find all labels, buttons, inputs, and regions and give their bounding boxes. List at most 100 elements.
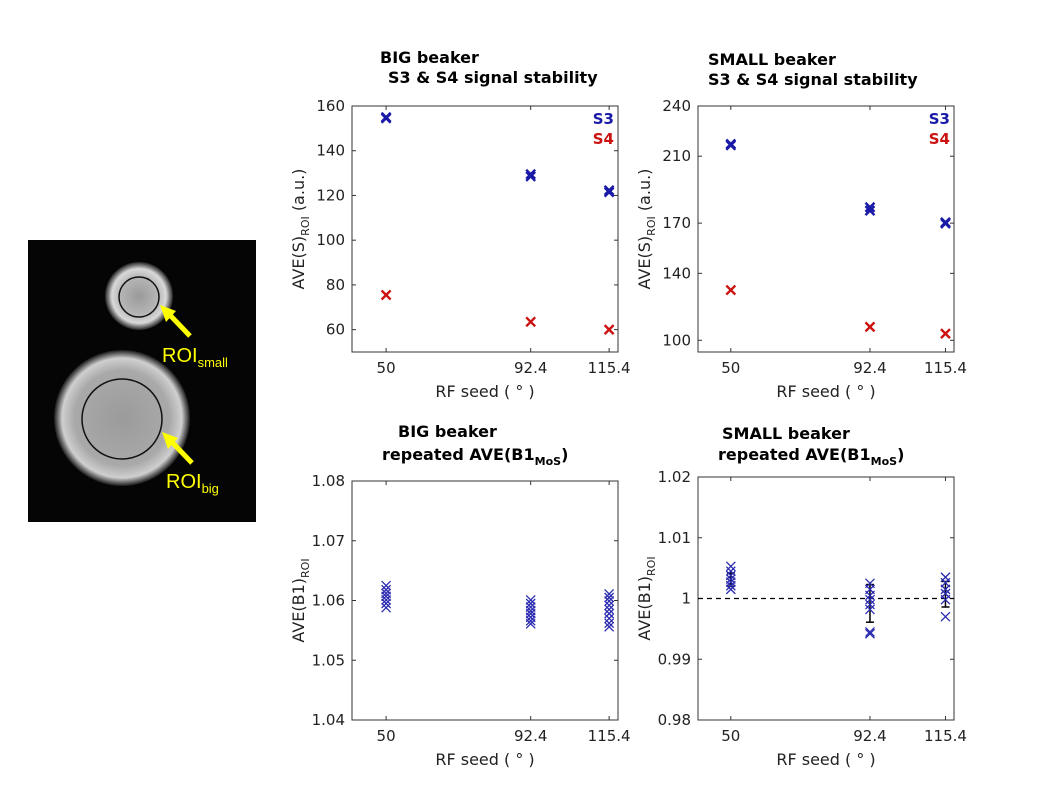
roi-small-label: ROIsmall [162, 345, 228, 370]
chart-big-b1: BIG beaker repeated AVE(B1MoS) 1.04 1.05 1.0… [289, 422, 631, 769]
x-tick-label: 115.4 [588, 359, 631, 377]
data-point-s4 [525, 316, 537, 328]
y-tick-label: 80 [326, 276, 345, 294]
data-point-b1 [381, 591, 392, 602]
chart-title-line1: SMALL beaker [722, 424, 850, 443]
y-tick-label: 1.07 [312, 532, 345, 550]
data-point-b1 [604, 618, 615, 629]
small-beaker [105, 262, 173, 330]
axes-box [351, 480, 619, 721]
y-tick-label: 60 [326, 321, 345, 339]
data-point-s3 [525, 168, 537, 180]
axes-box [697, 105, 955, 353]
y-axis-label: AVE(B1)ROI [289, 558, 312, 642]
data-point-s4 [864, 321, 876, 333]
x-tick-label: 92.4 [853, 727, 886, 745]
data-point-b1 [604, 621, 615, 632]
data-point-s3 [380, 111, 392, 123]
roi-big-arrowhead [162, 432, 178, 449]
x-tick-label: 50 [721, 359, 740, 377]
y-axis-label: AVE(B1)ROI [635, 556, 658, 640]
y-tick-label: 100 [662, 331, 691, 349]
data-point-b1 [865, 594, 875, 605]
data-point-s3 [725, 138, 737, 150]
y-tick-label: 240 [662, 97, 691, 115]
data-point-s3 [603, 186, 615, 198]
x-axis-label: RF seed ( ° ) [776, 750, 875, 769]
data-point-s4 [725, 284, 737, 296]
data-point-b1 [525, 594, 536, 605]
data-point-b1 [725, 580, 736, 591]
data-point-b1 [604, 596, 615, 607]
big-beaker [54, 350, 190, 486]
y-tick-label: 1.05 [312, 651, 345, 669]
x-axis-label: RF seed ( ° ) [776, 382, 875, 401]
data-point-s4 [380, 289, 392, 301]
data-point-s4 [603, 324, 615, 335]
chart-title-line2: S3 & S4 signal stability [388, 68, 598, 87]
legend-s4: S4 [929, 130, 950, 148]
y-axis-label: AVE(S)ROI (a.u.) [635, 169, 658, 290]
data-point-b1 [381, 602, 392, 613]
x-axis-label: RF seed ( ° ) [435, 750, 534, 769]
data-point-b1 [604, 608, 615, 619]
y-axis-label: AVE(S)ROI (a.u.) [289, 169, 312, 290]
x-tick-label: 50 [377, 359, 396, 377]
y-tick-label: 1.04 [312, 711, 345, 729]
data-point-b1 [865, 628, 875, 639]
data-point-b1 [940, 594, 951, 605]
roi-big-label: ROIbig [166, 471, 219, 496]
data-point-b1 [865, 604, 875, 615]
axes-box [351, 105, 619, 353]
y-tick-label: 1.02 [658, 468, 691, 486]
data-point-b1 [604, 604, 615, 615]
data-point-b1 [525, 615, 536, 626]
y-tick-label: 140 [662, 264, 691, 282]
data-point-b1 [725, 561, 736, 572]
y-tick-label: 120 [316, 186, 345, 204]
data-point-b1 [725, 577, 736, 588]
legend-s4: S4 [593, 130, 614, 148]
data-point-s4 [940, 328, 951, 339]
y-tick-label: 170 [662, 214, 691, 232]
y-tick-label: 160 [316, 97, 345, 115]
legend-s3: S3 [593, 110, 614, 128]
chart-title-line2: repeated AVE(B1MoS) [382, 445, 568, 468]
chart-title-line1: BIG beaker [398, 422, 497, 441]
data-point-b1 [865, 626, 875, 637]
x-tick-label: 115.4 [924, 359, 967, 377]
data-point-s3 [940, 216, 951, 228]
data-point-b1 [725, 566, 736, 577]
data-point-b1 [525, 618, 536, 629]
y-tick-label: 0.98 [658, 711, 691, 729]
data-point-b1 [725, 584, 736, 595]
roi-small-circle [118, 276, 160, 318]
y-tick-label: 210 [662, 147, 691, 165]
x-tick-label: 92.4 [514, 359, 547, 377]
data-point-s3 [525, 171, 537, 182]
x-tick-label: 115.4 [588, 727, 631, 745]
legend-s3: S3 [929, 110, 950, 128]
data-point-b1 [865, 599, 875, 610]
data-point-b1 [525, 608, 536, 619]
y-tick-label: 1 [681, 590, 691, 608]
x-tick-label: 115.4 [924, 727, 967, 745]
y-tick-label: 140 [316, 142, 345, 160]
chart-title-line1: SMALL beaker [708, 50, 836, 69]
y-tick-label: 100 [316, 231, 345, 249]
y-tick-label: 1.06 [312, 592, 345, 610]
chart-title-line1: BIG beaker [380, 48, 479, 67]
data-point-b1 [381, 580, 392, 591]
data-point-b1 [604, 613, 615, 624]
chart-title-line2: repeated AVE(B1MoS) [718, 445, 904, 468]
data-point-b1 [604, 600, 615, 611]
roi-small-arrow [166, 311, 192, 338]
roi-big-circle [81, 378, 163, 460]
phantom-image: ROIsmall ROIbig [28, 240, 256, 522]
data-point-s3 [864, 205, 876, 216]
data-point-b1 [865, 590, 875, 601]
data-point-b1 [525, 598, 536, 609]
data-point-b1 [940, 611, 951, 622]
